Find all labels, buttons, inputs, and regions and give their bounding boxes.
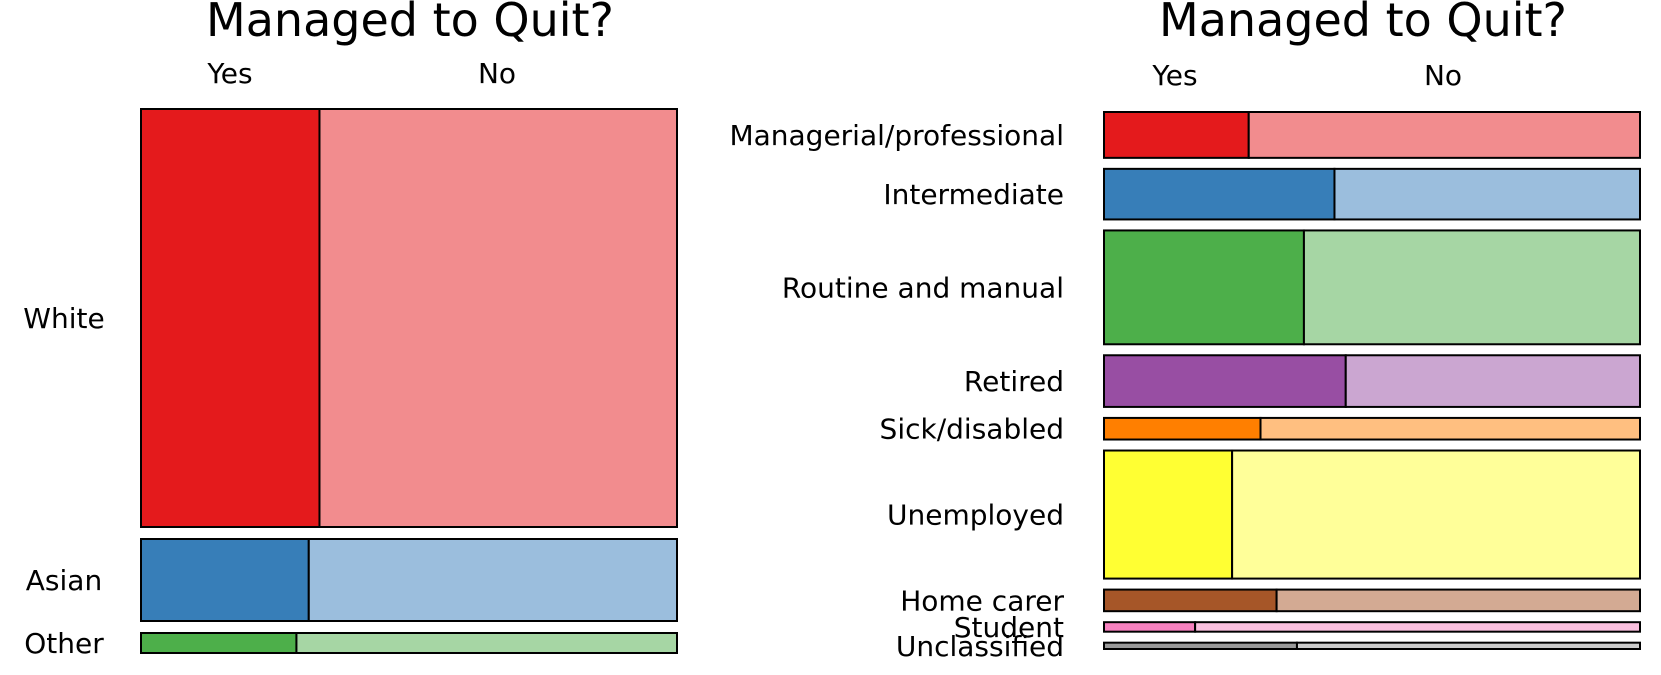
right-row-label-routine-and-manual: Routine and manual: [782, 271, 1064, 304]
right-cell-managerial-professional-no: [1247, 111, 1641, 159]
left-cell-other-yes: [140, 632, 298, 654]
right-mosaic-chart: Managed to Quit? Yes No Managerial/profe…: [729, 0, 1642, 663]
right-cell-intermediate-yes: [1103, 167, 1336, 221]
right-row-label-unemployed: Unemployed: [887, 499, 1064, 532]
right-cell-sick-disabled-yes: [1103, 416, 1262, 441]
right-row-label-intermediate: Intermediate: [883, 178, 1064, 211]
right-row-label-student: Student: [954, 611, 1064, 644]
right-row-label-retired: Retired: [964, 365, 1064, 398]
left-cell-white-no: [318, 108, 678, 528]
right-col-label-yes: Yes: [1151, 59, 1197, 92]
right-cell-unclassified-yes: [1103, 641, 1298, 651]
left-row-label-white: White: [23, 302, 104, 335]
left-cell-asian-yes: [140, 538, 310, 622]
left-cell-white-yes: [140, 108, 321, 528]
right-row-label-home-carer: Home carer: [900, 584, 1064, 617]
right-row-label-managerial-professional: Managerial/professional: [729, 119, 1064, 152]
right-cell-unemployed-no: [1231, 449, 1641, 580]
right-chart-title: Managed to Quit?: [1159, 0, 1567, 47]
right-cell-unemployed-yes: [1103, 449, 1234, 580]
left-cell-other-no: [295, 632, 678, 654]
right-cell-intermediate-no: [1333, 167, 1641, 221]
right-cell-routine-and-manual-no: [1302, 229, 1641, 346]
left-chart-title: Managed to Quit?: [206, 0, 614, 47]
left-row-label-other: Other: [24, 627, 104, 660]
left-cell-asian-no: [307, 538, 678, 622]
right-cell-home-carer-yes: [1103, 588, 1278, 613]
right-cell-retired-yes: [1103, 354, 1347, 408]
right-col-label-no: No: [1424, 59, 1462, 92]
right-cell-retired-no: [1344, 354, 1641, 408]
right-cell-student-yes: [1103, 621, 1197, 633]
right-cell-student-no: [1194, 621, 1641, 633]
left-row-label-asian: Asian: [26, 564, 102, 597]
right-mosaic-rows: Managerial/professional Intermediate Routi…: [729, 111, 1642, 663]
left-mosaic-chart: Managed to Quit? Yes No White Asian Other: [23, 0, 678, 660]
right-cell-sick-disabled-no: [1259, 416, 1641, 441]
right-cell-managerial-professional-yes: [1103, 111, 1250, 159]
right-cell-home-carer-no: [1275, 588, 1642, 613]
left-col-label-yes: Yes: [206, 57, 252, 90]
left-mosaic-rows: White Asian Other: [23, 108, 678, 660]
right-cell-unclassified-no: [1295, 641, 1641, 651]
right-cell-routine-and-manual-yes: [1103, 229, 1305, 346]
right-row-label-sick-disabled: Sick/disabled: [880, 413, 1064, 446]
left-col-label-no: No: [478, 57, 516, 90]
right-row-label-unclassified: Unclassified: [896, 630, 1064, 663]
